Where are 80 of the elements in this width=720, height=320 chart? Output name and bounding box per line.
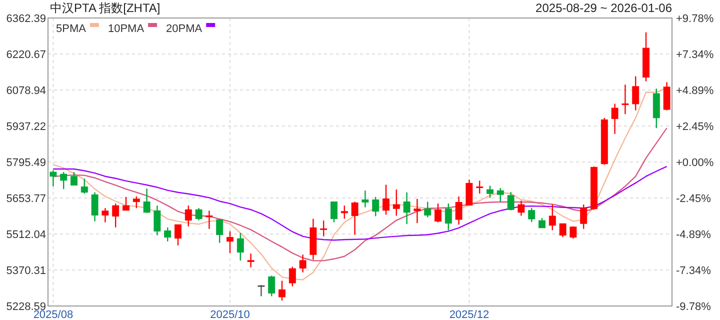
candlestick (278, 280, 286, 302)
candlestick (206, 210, 213, 230)
legend-label: 5PMA (56, 23, 87, 35)
candlestick (154, 204, 161, 236)
candlestick (258, 284, 265, 297)
y2-tick-label: -7.34% (676, 265, 712, 278)
candlestick (164, 226, 172, 242)
candlestick (424, 201, 432, 218)
candlestick (288, 266, 296, 287)
candlestick (236, 232, 244, 262)
candlestick (528, 208, 536, 223)
candlestick (102, 208, 109, 223)
x-tick-label: 2025/10 (210, 309, 250, 320)
candlestick (143, 188, 150, 214)
candlestick (320, 220, 328, 237)
candlestick (340, 204, 348, 220)
candlestick (444, 202, 452, 231)
y2-tick-label: -9.78% (676, 301, 712, 313)
chart-title: 中汉PTA 指数[ZHTA] (50, 1, 160, 15)
candlestick (496, 187, 504, 203)
candlestick (611, 103, 618, 135)
candlestick (486, 185, 494, 199)
candlestick (622, 84, 629, 115)
y-tick-label: 5795.49 (6, 157, 46, 169)
candlestick (299, 254, 306, 273)
candlestick (663, 82, 670, 111)
candlestick (91, 192, 98, 222)
legend-label: 10PMA (108, 23, 145, 35)
y2-tick-label: +9.78% (676, 13, 714, 25)
candlestick (414, 198, 421, 224)
text: 2025-08-29 ~ 2026-01-06 (536, 1, 672, 15)
y-tick-label: 5512.04 (6, 229, 46, 241)
candlestick (538, 217, 546, 229)
candlestick (268, 275, 276, 297)
candlestick (247, 252, 254, 268)
candlestick (434, 202, 442, 223)
candlestick (80, 178, 88, 194)
candlestick (195, 208, 202, 221)
candlestick (132, 196, 140, 209)
candlestick (559, 222, 566, 238)
candlestick (362, 190, 369, 208)
candlestick (507, 192, 514, 211)
y-tick-label: 5937.22 (6, 121, 46, 133)
candlestick (382, 184, 390, 216)
candlestick (632, 76, 640, 111)
candlestick (50, 170, 57, 187)
candlestick (174, 224, 182, 246)
y2-tick-label: +2.45% (676, 120, 714, 133)
candlestick (466, 179, 473, 206)
candlestick (392, 188, 400, 216)
candlestick (372, 196, 380, 217)
x-tick-label: 2025/12 (449, 309, 490, 320)
candlestick (330, 201, 338, 223)
y2-tick-label: -4.89% (676, 229, 712, 241)
y-tick-label: 6220.67 (6, 49, 46, 61)
candlestick (70, 171, 78, 186)
x-tick-label: 2025/08 (33, 309, 74, 320)
candlestick (518, 200, 525, 216)
y-tick-label: 6078.94 (6, 85, 46, 97)
candlestick (112, 202, 120, 228)
y-tick-label: 6362.39 (6, 13, 46, 25)
y2-tick-label: -2.45% (676, 193, 712, 206)
candlestick (403, 192, 410, 225)
y2-tick-label: +0.00% (676, 157, 714, 169)
candlestick (580, 204, 588, 230)
y2-tick-label: +7.34% (676, 48, 714, 61)
candlestick (122, 196, 130, 211)
candlestick (60, 171, 68, 190)
candlestick (455, 196, 462, 226)
y-tick-label: 5370.31 (6, 265, 46, 277)
candlestick (548, 204, 556, 231)
candlestick (226, 230, 234, 254)
candlestick (476, 180, 484, 194)
legend-label: 20PMA (166, 23, 203, 35)
candlestick (216, 218, 224, 244)
candlestick (570, 226, 577, 240)
y2-tick-label: +4.89% (676, 85, 714, 97)
y-tick-label: 5653.77 (6, 193, 46, 205)
candlestick (184, 204, 192, 227)
candlestick (351, 201, 358, 236)
